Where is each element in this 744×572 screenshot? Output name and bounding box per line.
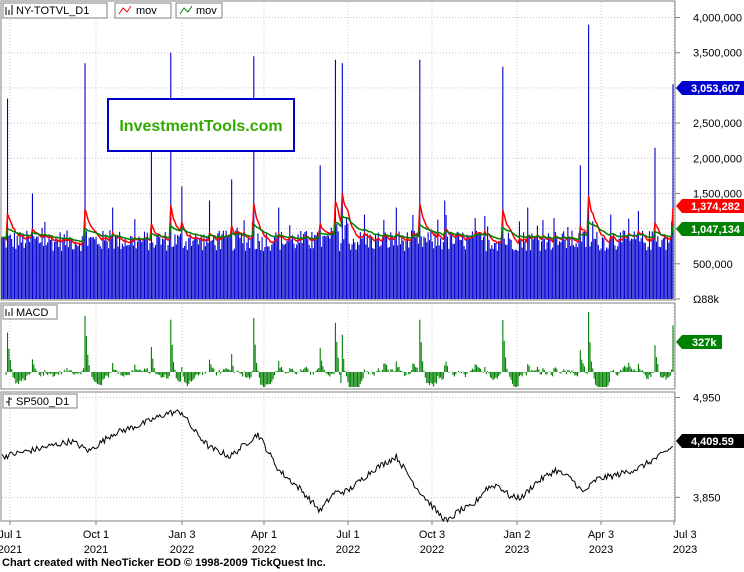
y-tick-label: 4,950	[693, 393, 721, 405]
y-tick-label: 500,000	[693, 259, 733, 271]
legend-volume-label: NY-TOTVL_D1	[16, 5, 89, 17]
x-tick-label: Jul 1	[0, 529, 22, 541]
legend-volume-icon	[5, 5, 13, 15]
volume-legend: NY-TOTVL_D1 mov mov	[2, 2, 223, 19]
mov-fast-last-label: 1,374,282	[676, 199, 744, 213]
mov-slow-last-value: 1,047,134	[691, 224, 741, 236]
sp500-line	[1, 409, 674, 523]
legend-price-label: SP500_D1	[16, 396, 69, 408]
y-tick-label: 3,500,000	[693, 48, 742, 60]
y-tick-label: 1,500,000	[693, 188, 742, 200]
macd-legend: MACD	[2, 304, 58, 320]
x-tick-year: 2021	[84, 544, 108, 556]
price-last-label: 4,409.59	[676, 434, 744, 448]
x-tick-year: 2023	[505, 544, 529, 556]
x-tick-year: 2021	[0, 544, 22, 556]
macd-last-label: 327k	[676, 335, 722, 349]
macd-panel	[0, 302, 676, 390]
x-tick-label: Jan 2	[504, 529, 531, 541]
y-tick-label: 2,000,000	[693, 153, 742, 165]
watermark: InvestmentTools.com	[107, 98, 295, 152]
x-axis: Jul 1 2021 Oct 1 2021 Jan 3 2022 Apr 1 2022 Jul …	[0, 521, 697, 556]
legend-mov-slow-icon	[179, 5, 193, 15]
mov-slow-line	[1, 214, 674, 243]
y-tick-label: 3,850	[693, 492, 721, 504]
legend-mov-slow-label: mov	[196, 5, 217, 17]
watermark-text: InvestmentTools.com	[119, 118, 282, 135]
price-panel	[0, 391, 676, 522]
y-tick-label: 4,000,000	[693, 13, 742, 25]
y-tick-label: 2,500,000	[693, 118, 742, 130]
legend-macd-label: MACD	[16, 307, 48, 319]
volume-last-label: 3,053,607	[676, 81, 744, 95]
x-tick-year: 2023	[589, 544, 613, 556]
x-tick-year: 2022	[336, 544, 360, 556]
x-tick-label: Jul 3	[673, 529, 696, 541]
legend-mov-fast-icon	[118, 5, 132, 15]
legend-price-icon	[6, 397, 12, 406]
x-tick-year: 2022	[170, 544, 194, 556]
x-tick-label: Jul 1	[336, 529, 359, 541]
x-tick-year: 2022	[252, 544, 276, 556]
x-tick-label: Jan 3	[169, 529, 196, 541]
price-last-value: 4,409.59	[691, 436, 734, 448]
price-y-axis: 4,950 3,850	[675, 393, 721, 504]
x-tick-label: Oct 3	[419, 529, 445, 541]
volume-last-value: 3,053,607	[691, 83, 740, 95]
legend-mov-fast-label: mov	[136, 5, 157, 17]
mov-fast-last-value: 1,374,282	[691, 201, 740, 213]
x-tick-label: Apr 3	[588, 529, 614, 541]
x-tick-label: Oct 1	[83, 529, 109, 541]
x-tick-label: Apr 1	[251, 529, 277, 541]
y-tick-label: Ω88k	[693, 294, 719, 306]
x-tick-year: 2022	[420, 544, 444, 556]
macd-histogram	[2, 312, 674, 387]
mov-slow-last-label: 1,047,134	[676, 222, 744, 236]
macd-last-value: 327k	[692, 337, 717, 349]
x-tick-year: 2023	[673, 544, 697, 556]
legend-macd-icon	[5, 308, 13, 316]
footer-credit: Chart created with NeoTicker EOD © 1998-…	[2, 557, 326, 569]
price-legend: SP500_D1	[2, 393, 78, 409]
volume-y-axis: 4,000,0003,500,0003,000,0002,500,0002,00…	[675, 13, 742, 306]
